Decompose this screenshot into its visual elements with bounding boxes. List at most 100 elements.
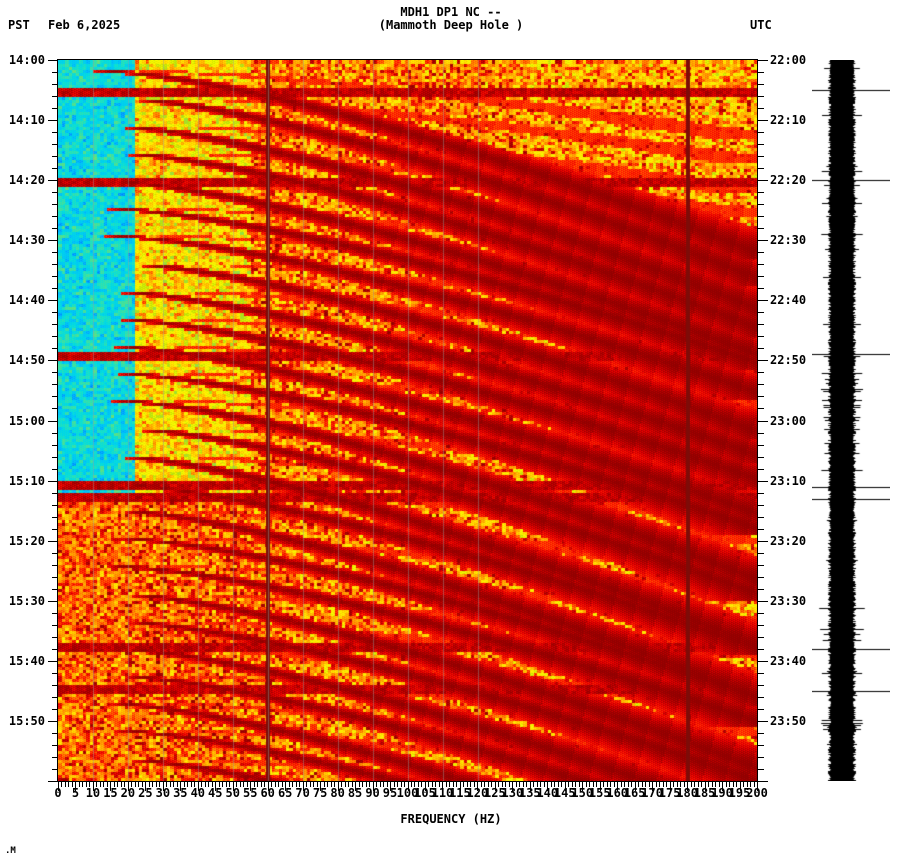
frequency-axis-tick [159, 782, 161, 787]
frequency-axis-tick [190, 782, 192, 787]
frequency-axis-tick [390, 782, 392, 791]
frequency-axis-tick [557, 782, 559, 787]
utc-axis-tick [758, 60, 768, 61]
pst-axis-tick [52, 204, 58, 206]
utc-axis-tick [758, 600, 768, 602]
frequency-axis-tick [449, 782, 451, 787]
utc-axis-tick [758, 72, 764, 74]
utc-axis-tick [758, 768, 764, 770]
frequency-axis-tick [641, 782, 643, 787]
pst-axis-tick [52, 156, 58, 158]
frequency-axis-tick [239, 782, 241, 787]
pst-axis-label: 15:40 [8, 653, 45, 668]
frequency-axis-tick [501, 782, 503, 787]
utc-axis-label: 22:20 [770, 173, 807, 188]
pst-axis-tick [52, 372, 58, 374]
frequency-axis-tick [341, 782, 343, 787]
frequency-axis-tick [309, 782, 311, 787]
frequency-axis-tick [505, 782, 507, 787]
frequency-axis-tick [638, 782, 640, 787]
frequency-axis-label: 150 [571, 786, 594, 800]
plot-frame-bottom [57, 781, 758, 782]
frequency-axis-tick [75, 782, 77, 791]
frequency-axis-label: 180 [676, 786, 698, 800]
frequency-axis-label: 120 [466, 786, 489, 800]
frequency-axis-tick [463, 782, 465, 787]
utc-axis-tick [758, 540, 768, 542]
plot-frame-right [757, 59, 758, 782]
frequency-axis-tick [729, 782, 731, 787]
frequency-axis-tick [288, 782, 290, 787]
pst-axis-tick [52, 276, 58, 278]
frequency-axis-tick [225, 782, 227, 787]
pst-axis-tick [52, 456, 58, 458]
frequency-axis-tick [522, 782, 524, 787]
frequency-axis-tick [229, 782, 231, 787]
frequency-axis-tick [183, 782, 185, 787]
frequency-axis-tick [718, 782, 720, 787]
frequency-axis-tick [211, 782, 213, 787]
utc-axis-tick [758, 384, 764, 386]
utc-axis-tick [758, 636, 764, 638]
utc-axis-label: 22:00 [770, 53, 807, 67]
frequency-axis-label: 190 [711, 786, 733, 800]
frequency-axis-label: 160 [606, 786, 629, 800]
frequency-axis-tick [519, 782, 521, 787]
utc-axis-label: 23:50 [770, 713, 807, 728]
frequency-axis-tick [316, 782, 318, 787]
frequency-axis-label: 40 [190, 786, 206, 800]
pst-axis-tick [48, 781, 58, 782]
frequency-axis-title: FREQUENCY (HZ) [400, 812, 502, 826]
utc-axis-label: 23:30 [770, 593, 807, 608]
frequency-axis-tick [264, 782, 266, 787]
frequency-axis-tick [117, 782, 119, 787]
utc-axis-tick [758, 432, 764, 434]
pst-axis-label: 14:00 [8, 53, 45, 67]
utc-axis-tick [758, 732, 764, 734]
frequency-axis-tick [725, 782, 727, 787]
pst-axis-tick [52, 624, 58, 626]
frequency-axis-tick [113, 782, 115, 787]
frequency-axis-tick [526, 782, 528, 787]
frequency-axis-tick [278, 782, 280, 787]
pst-axis-label: 14:30 [8, 233, 45, 248]
frequency-axis-tick [141, 782, 143, 787]
frequency-axis-tick [173, 782, 175, 787]
frequency-axis-tick [508, 782, 510, 787]
frequency-axis-tick [82, 782, 84, 787]
frequency-axis-tick [99, 782, 101, 787]
pst-axis-label: 15:50 [8, 713, 45, 728]
utc-axis-tick [758, 720, 768, 722]
frequency-axis-tick [704, 782, 706, 791]
page-subtitle: (Mammoth Deep Hole ) [378, 18, 524, 32]
frequency-axis-tick [71, 782, 73, 787]
frequency-axis-tick [750, 782, 751, 787]
pst-axis-tick [52, 492, 58, 494]
pst-axis-tick [48, 240, 58, 242]
utc-axis-tick [758, 252, 764, 254]
frequency-axis-tick [533, 782, 535, 787]
frequency-axis-tick [58, 782, 59, 791]
frequency-axis-tick [529, 782, 531, 791]
pst-axis-tick [52, 768, 58, 770]
frequency-axis-tick [253, 782, 255, 787]
pst-axis-tick [52, 636, 58, 638]
frequency-axis-label: 95 [382, 786, 398, 800]
frequency-axis-tick [64, 782, 66, 787]
frequency-axis-label: 110 [431, 786, 454, 800]
utc-axis-tick [758, 324, 764, 326]
frequency-axis-tick [421, 782, 423, 787]
frequency-axis-label: 60 [260, 786, 275, 800]
pst-axis-label: 14:10 [8, 113, 45, 128]
pst-axis-tick [52, 576, 58, 578]
frequency-axis-tick [564, 782, 566, 791]
frequency-axis-tick [134, 782, 136, 787]
pst-axis-tick [52, 312, 58, 314]
pst-axis-tick [52, 504, 58, 506]
utc-axis-tick [758, 528, 764, 530]
frequency-axis-tick [120, 782, 122, 787]
utc-axis-tick [758, 672, 764, 674]
frequency-axis-tick [676, 782, 678, 787]
utc-axis-tick [758, 120, 768, 122]
frequency-axis-label: 105 [414, 786, 436, 800]
